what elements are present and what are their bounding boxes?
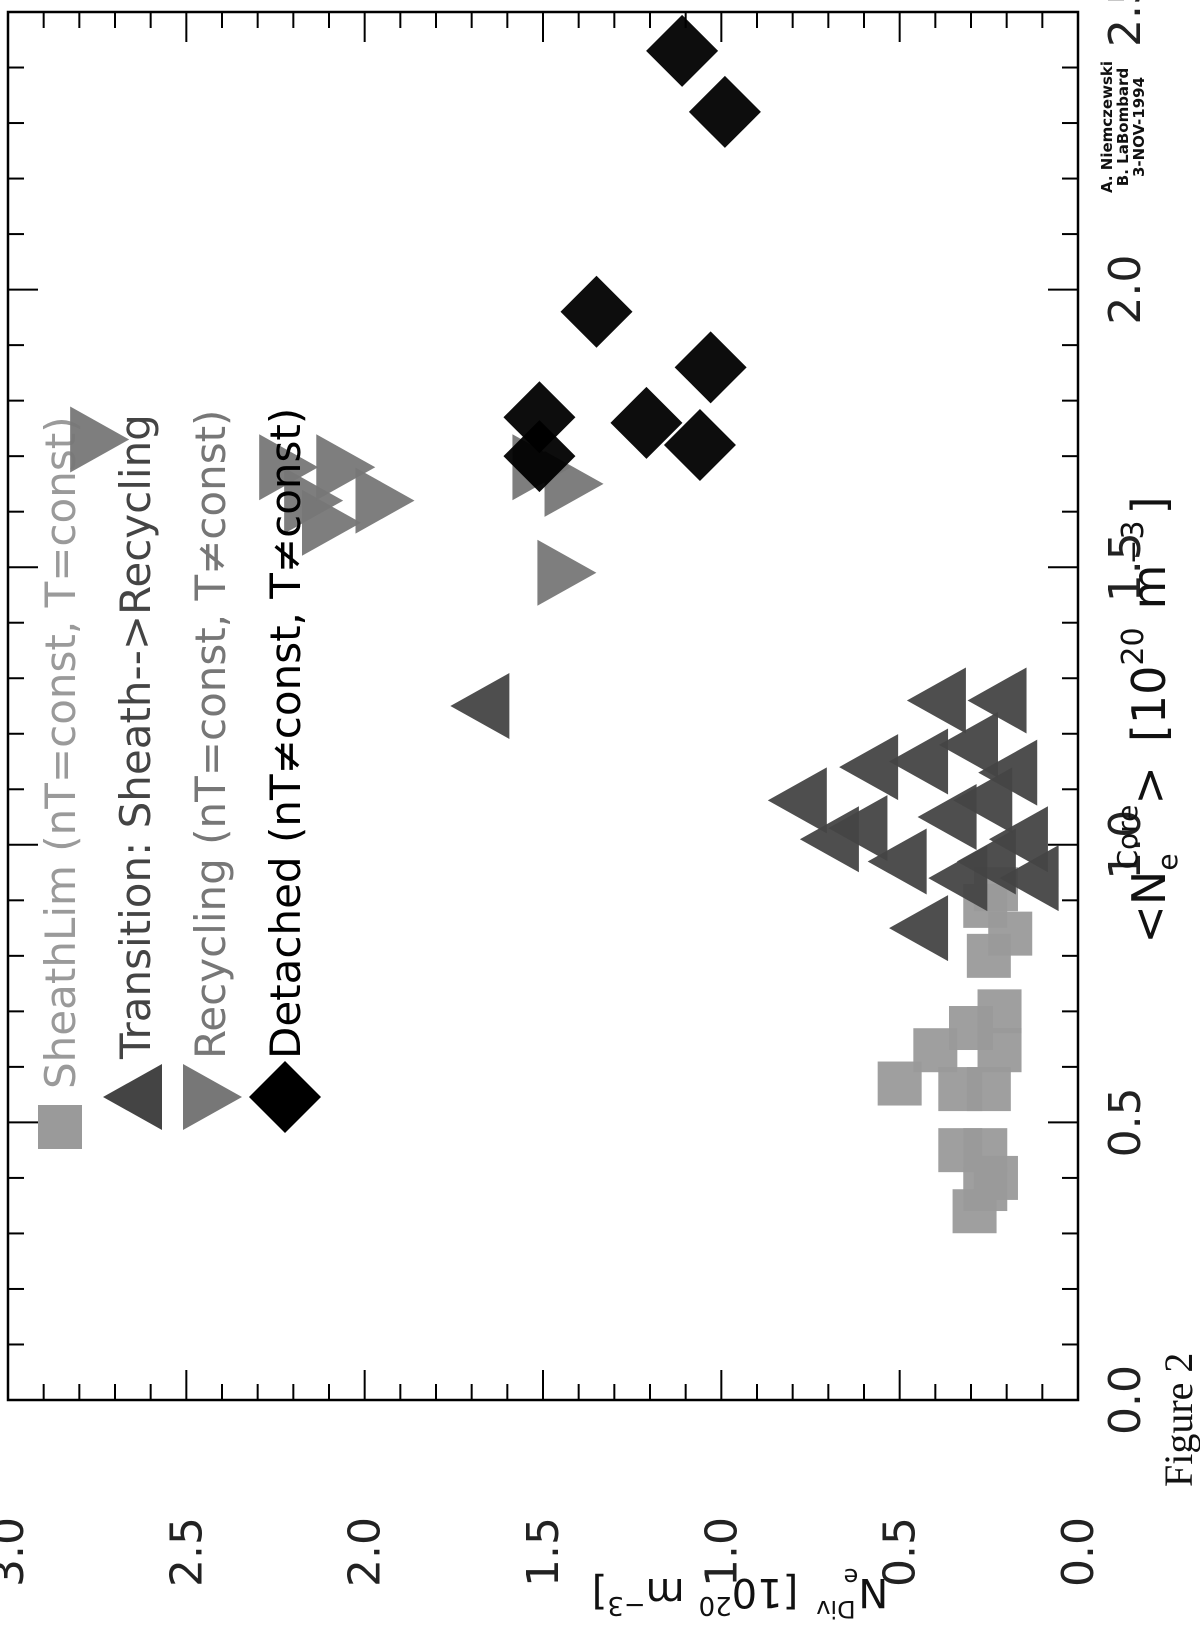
legend-marker — [249, 1061, 321, 1133]
legend-label: SheathLim (nT=const, T=const) — [36, 416, 85, 1089]
y-tick-label: 0.0 — [1053, 1517, 1104, 1587]
x-title-sup: 20 — [1116, 627, 1151, 665]
data-point — [839, 734, 899, 801]
data-point — [973, 1155, 1018, 1200]
data-point — [302, 489, 361, 556]
x-title-units: ] — [1122, 496, 1176, 514]
data-point — [988, 806, 1048, 873]
credit-line: 3-NOV-1994 — [1130, 77, 1148, 177]
data-point — [952, 1189, 997, 1234]
y-title-units: [10 — [732, 1569, 799, 1615]
data-point — [889, 728, 949, 795]
y-tick-label: 0.5 — [875, 1517, 926, 1587]
y-tick-label: 3.0 — [0, 1517, 34, 1587]
data-point — [316, 434, 376, 501]
data-point — [953, 767, 1013, 834]
legend-label: Detached (nT≠const, T≠const) — [261, 408, 310, 1059]
data-point — [877, 1061, 922, 1106]
x-title-sub: e — [1151, 853, 1184, 870]
y-axis-title: Ne Div [1020 m−3] — [592, 1563, 889, 1623]
legend-label: Recycling (nT=const, T≠const) — [186, 410, 235, 1059]
y-tick-label: 1.5 — [518, 1517, 569, 1587]
x-title-part: > — [1122, 766, 1176, 805]
x-tick-label: 0.0 — [1100, 1365, 1151, 1435]
data-point — [889, 895, 949, 962]
x-tick-label: 1.0 — [1100, 810, 1151, 880]
data-point — [503, 381, 576, 454]
legend-marker — [38, 1105, 82, 1149]
data-point — [977, 1028, 1022, 1073]
y-tick-label: 1.0 — [696, 1517, 747, 1587]
data-point — [355, 467, 415, 534]
x-title-part: <N — [1122, 871, 1176, 944]
x-axis-title: <Ne Core> [1020 m−3] — [1111, 496, 1184, 943]
x-tick-label: 0.5 — [1100, 1087, 1151, 1157]
data-point — [503, 420, 576, 493]
y-title-sub: e — [844, 1563, 859, 1591]
data-point — [537, 539, 597, 606]
x-title-units: [10 — [1122, 666, 1176, 742]
data-point — [560, 275, 633, 348]
data-point — [688, 75, 761, 148]
y-title-sup: 20 — [699, 1590, 732, 1620]
y-title-units: ] — [592, 1569, 608, 1615]
figure-caption: Figure 2 — [1156, 1353, 1200, 1487]
credit-line: B. LaBombard — [1114, 68, 1132, 186]
data-point — [913, 1028, 958, 1073]
data-point — [259, 434, 319, 501]
x-tick-label: 2.5 — [1100, 0, 1151, 47]
data-point — [938, 1128, 983, 1173]
x-title-sup: −3 — [1116, 520, 1151, 564]
legend-marker — [103, 1064, 162, 1130]
data-point — [674, 331, 747, 404]
y-tick-label: 2.5 — [161, 1517, 212, 1587]
y-title-units: m — [646, 1569, 685, 1615]
credit-line: A. Niemczewski — [1098, 61, 1116, 193]
data-point — [906, 667, 966, 734]
x-tick-label: 2.0 — [1100, 255, 1151, 325]
data-point — [867, 828, 927, 895]
data-point — [966, 1067, 1011, 1112]
y-title-part: N — [858, 1569, 888, 1615]
data-point — [70, 406, 130, 473]
data-point — [977, 989, 1022, 1034]
data-point — [967, 667, 1027, 734]
x-title-sup: Core — [1111, 805, 1144, 870]
x-title-units: m — [1122, 565, 1176, 610]
data-point — [988, 911, 1033, 956]
data-point — [978, 739, 1038, 806]
data-point — [999, 845, 1059, 912]
y-title-sup: −3 — [607, 1590, 645, 1620]
data-point — [646, 14, 719, 87]
data-point — [450, 673, 510, 739]
y-title-sup: Div — [816, 1595, 855, 1623]
data-point — [939, 711, 998, 778]
y-tick-label: 2.0 — [340, 1517, 391, 1587]
data-point — [610, 386, 683, 459]
legend-label: Transition: Sheath-->Recycling — [111, 414, 160, 1060]
data-point — [828, 795, 888, 862]
data-point — [767, 767, 827, 834]
x-tick-label: 1.5 — [1100, 532, 1151, 602]
data-point — [663, 409, 736, 482]
legend-marker — [183, 1064, 242, 1130]
